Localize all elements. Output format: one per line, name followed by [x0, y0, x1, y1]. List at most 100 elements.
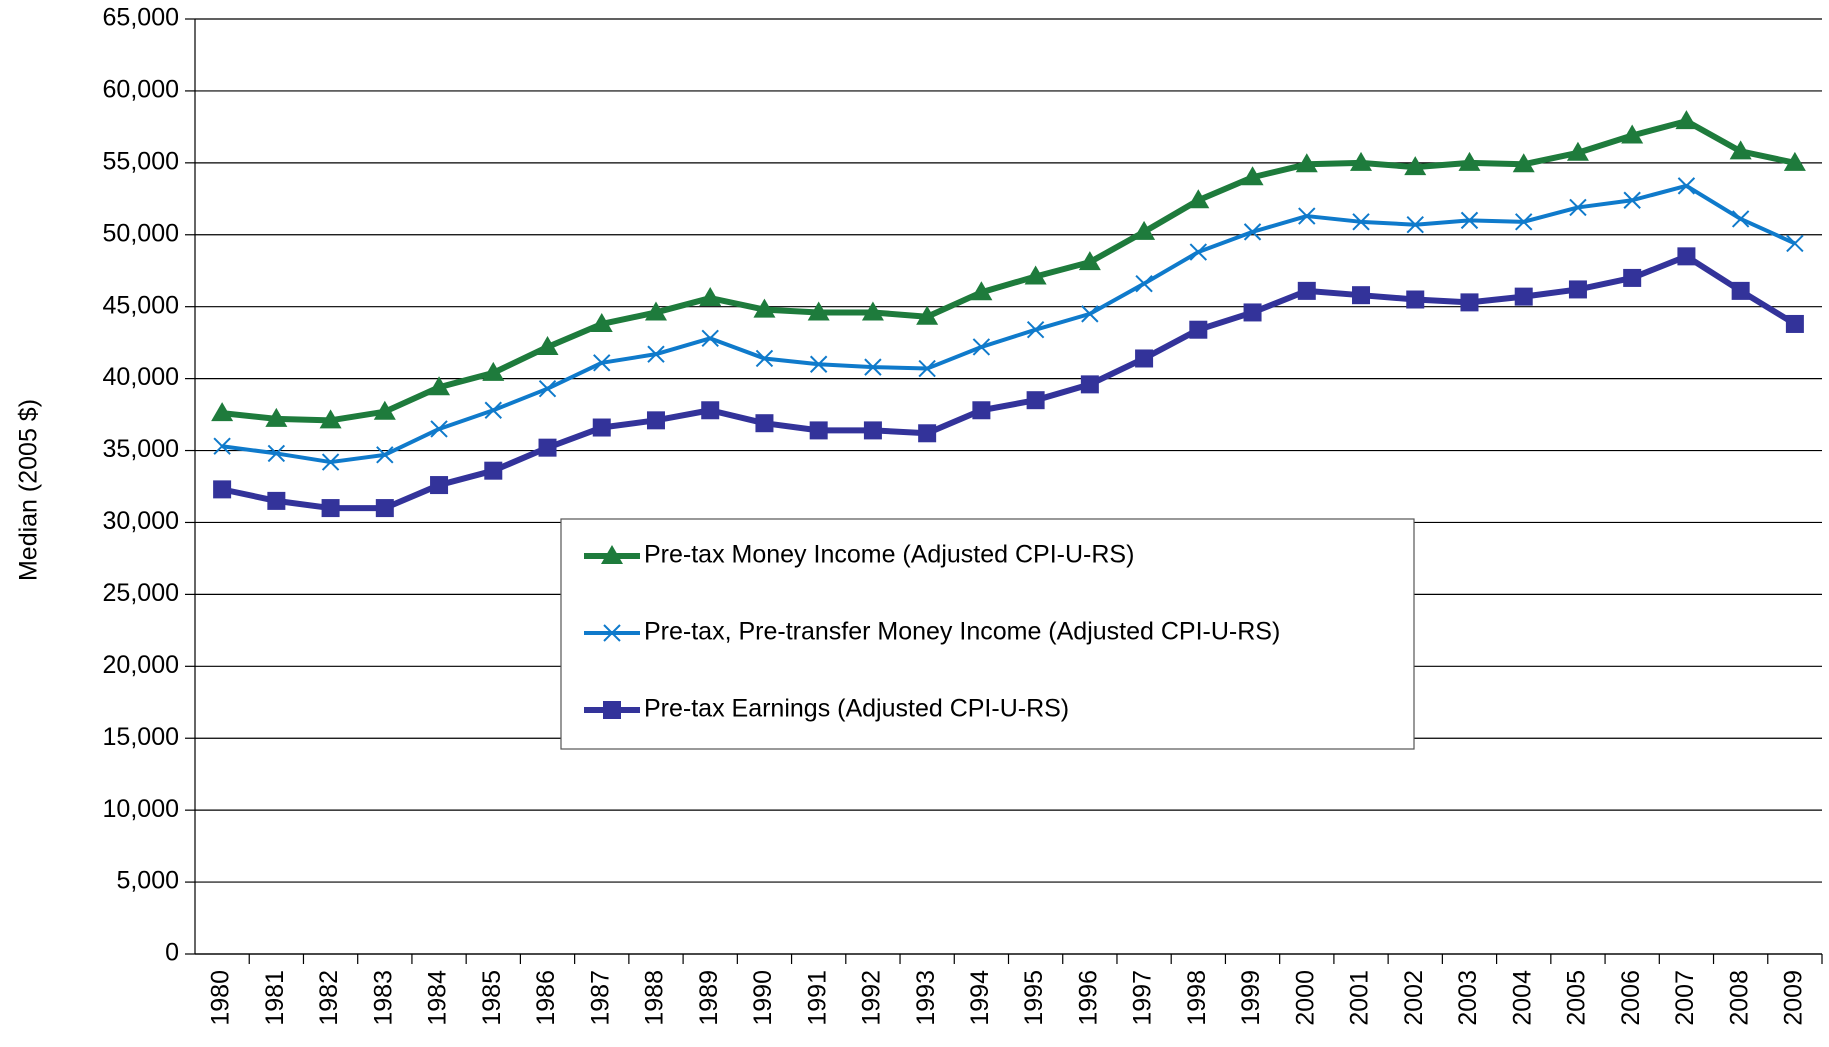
- data-point: [428, 376, 451, 396]
- x-tick-label: 1988: [641, 970, 669, 1026]
- x-tick-label: 1991: [803, 970, 831, 1026]
- data-point: [1515, 213, 1533, 231]
- data-point: [1406, 290, 1425, 309]
- x-tick-label: 1980: [207, 970, 235, 1026]
- data-point: [1295, 153, 1318, 173]
- data-point: [1783, 151, 1806, 171]
- data-point: [430, 420, 448, 438]
- data-point: [1729, 140, 1752, 160]
- legend-marker: [601, 545, 623, 564]
- data-point: [972, 338, 991, 356]
- x-tick-label: 1985: [478, 970, 506, 1026]
- data-point: [538, 438, 557, 457]
- x-tick-label: 2005: [1563, 970, 1591, 1026]
- data-point: [807, 301, 830, 321]
- x-tick-label: 1986: [532, 970, 560, 1026]
- x-tick-label: 1992: [858, 970, 886, 1026]
- data-point: [1512, 153, 1535, 173]
- data-point: [267, 491, 286, 510]
- data-point: [1187, 189, 1210, 209]
- x-tick-label: 1993: [912, 970, 940, 1026]
- y-tick-label: 40,000: [103, 363, 179, 391]
- data-point: [1785, 314, 1804, 333]
- data-point: [1078, 251, 1101, 271]
- data-point: [1623, 268, 1642, 287]
- data-point: [699, 287, 722, 307]
- x-tick-label: 1989: [695, 970, 723, 1026]
- data-point: [1189, 243, 1208, 261]
- y-tick-label: 55,000: [103, 147, 179, 175]
- data-point: [482, 361, 505, 381]
- data-point: [484, 461, 503, 480]
- y-tick-label: 60,000: [103, 76, 179, 104]
- data-point: [864, 358, 882, 376]
- data-point: [918, 359, 936, 378]
- data-point: [916, 305, 939, 325]
- x-tick-label: 1999: [1237, 970, 1265, 1026]
- y-axis-label: Median (2005 $): [15, 399, 43, 581]
- data-point: [1460, 211, 1479, 230]
- x-tick-label: 2009: [1779, 970, 1807, 1026]
- data-point: [1731, 210, 1750, 228]
- data-point: [375, 499, 394, 518]
- data-point: [1297, 281, 1316, 300]
- data-point: [1352, 286, 1371, 305]
- data-point: [1404, 156, 1427, 176]
- x-tick-label: 1997: [1129, 970, 1157, 1026]
- data-point: [1406, 215, 1424, 234]
- data-point: [647, 345, 665, 363]
- data-point: [809, 355, 828, 373]
- series-line: [221, 253, 1797, 512]
- data-point: [1731, 281, 1750, 300]
- x-tick-label: 2002: [1400, 970, 1428, 1026]
- series-line: [221, 183, 1796, 465]
- y-tick-label: 50,000: [103, 219, 179, 247]
- y-tick-label: 35,000: [103, 435, 179, 463]
- data-point: [1080, 375, 1099, 394]
- x-tick-label: 1995: [1020, 970, 1048, 1026]
- y-tick-label: 65,000: [103, 4, 179, 32]
- y-tick-label: 5,000: [116, 867, 179, 895]
- x-tick-label: 1998: [1183, 970, 1211, 1026]
- data-point: [1133, 220, 1156, 240]
- data-point: [809, 421, 828, 440]
- data-point: [646, 411, 665, 430]
- data-point: [861, 301, 884, 321]
- data-point: [1024, 265, 1047, 285]
- data-point: [321, 499, 340, 518]
- data-point: [373, 400, 396, 420]
- x-tick-label: 1983: [369, 970, 397, 1026]
- data-point: [590, 312, 613, 332]
- data-point: [755, 414, 774, 433]
- data-point: [592, 418, 611, 437]
- data-point: [1566, 141, 1589, 161]
- data-point: [265, 407, 288, 427]
- x-tick-label: 1984: [424, 970, 452, 1026]
- data-point: [1460, 293, 1479, 312]
- x-tick-label: 1987: [586, 970, 614, 1026]
- data-point: [1243, 223, 1262, 241]
- data-point: [1677, 177, 1696, 195]
- data-point: [1786, 234, 1804, 253]
- x-tick-label: 2003: [1454, 970, 1482, 1026]
- data-point: [1677, 247, 1696, 266]
- data-point: [972, 401, 991, 420]
- series-line: [221, 118, 1796, 424]
- x-tick-label: 2000: [1291, 970, 1319, 1026]
- x-tick-label: 2004: [1508, 970, 1536, 1026]
- data-point: [213, 437, 231, 455]
- x-tick-label: 2008: [1725, 970, 1753, 1026]
- data-point: [1298, 207, 1316, 225]
- data-point: [213, 480, 232, 499]
- data-point: [701, 401, 720, 420]
- data-point: [1675, 110, 1698, 130]
- data-point: [1241, 166, 1264, 186]
- y-tick-label: 20,000: [103, 651, 179, 679]
- x-tick-label: 1990: [749, 970, 777, 1026]
- data-point: [644, 301, 667, 321]
- data-point: [1621, 124, 1644, 144]
- y-tick-label: 10,000: [103, 795, 179, 823]
- data-point: [1026, 321, 1045, 339]
- x-tick-label: 2007: [1671, 970, 1699, 1026]
